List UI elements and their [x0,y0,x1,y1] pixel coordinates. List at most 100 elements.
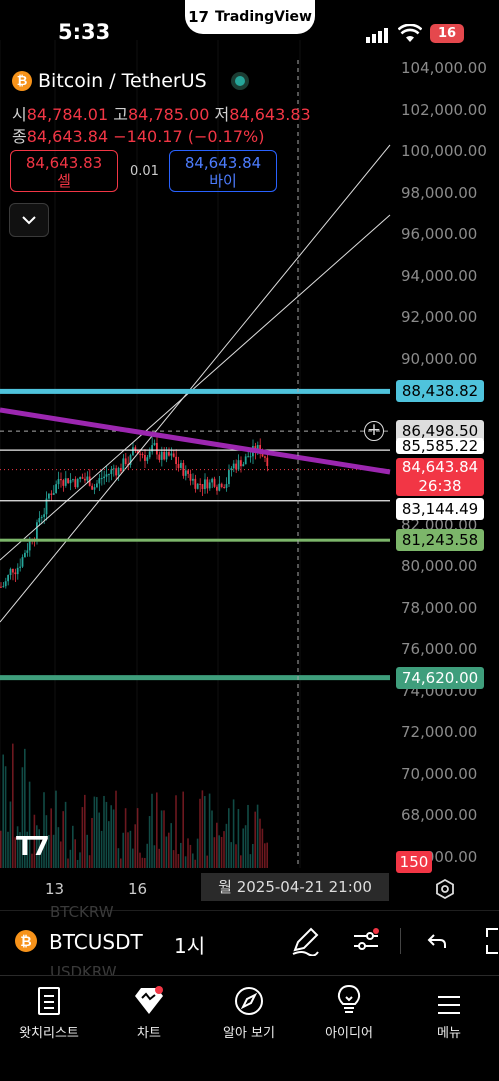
volume-bar [40,850,43,868]
volume-bar [232,799,235,868]
candle-body [175,456,177,465]
volume-bar [45,815,48,868]
symbol-selector[interactable]: ₿ [15,930,37,952]
candle-body [244,456,247,465]
candle-body [127,464,129,466]
price-tick: 70,000.00 [401,764,478,783]
undo-icon[interactable] [427,932,447,954]
sell-button[interactable]: 84,643.83 셀 [10,150,118,192]
candle-body [249,456,252,458]
candle-body [2,586,5,588]
volume-bar [175,795,177,868]
volume-bar [134,824,136,868]
volume-bar [156,792,158,868]
price-tick: 96,000.00 [401,225,478,243]
candlesticks [0,436,269,589]
candle-body [220,483,223,488]
volume-bar [153,845,156,868]
price-tick: 102,000.00 [401,100,487,119]
tab-ideas[interactable]: 아이디어 [304,982,394,1041]
candle-body [62,480,65,486]
candle-body [40,516,43,519]
candle-body [69,479,72,484]
volume-bar [182,791,184,868]
volume-bar [206,855,208,868]
chart-drawings [0,60,391,868]
volume-bars [0,743,268,868]
menu-icon [438,996,460,1014]
candle-body [60,479,62,481]
collapse-button[interactable] [9,203,49,237]
volume-bar [33,814,36,868]
volume-bar [172,850,175,868]
volume-bar [2,754,4,868]
status-time: 5:33 [58,20,111,44]
tab-watchlist[interactable]: 왓치리스트 [4,982,94,1041]
volume-bar [189,844,192,868]
candle-body [235,463,237,470]
candle-body [24,552,26,558]
drawing-tool-icon[interactable] [290,926,320,960]
volume-bar [223,831,225,868]
price-tick: 104,000.00 [401,59,487,77]
candle-body [45,498,48,515]
add-alert-plus-icon[interactable]: + [364,421,384,441]
symbol-title: Bitcoin / TetherUS [38,70,207,92]
chart-grid [0,40,301,868]
volume-bar [14,837,16,868]
buy-button[interactable]: 84,643.84 바이 [169,150,277,192]
tradingview-logo-icon: 17 [188,8,209,26]
tab-chart[interactable]: 차트 [104,982,194,1041]
candle-body [72,479,74,481]
tab-menu[interactable]: 메뉴 [404,982,494,1041]
volume-bar [76,859,79,868]
settings-hex-icon[interactable] [435,878,455,903]
ohlc-line-2: 종84,643.84 −140.17 (−0.17%) [12,123,264,147]
candle-body [103,476,105,479]
candle-body [93,487,96,490]
symbol-header[interactable]: ₿ Bitcoin / TetherUS [12,70,249,92]
candle-body [12,568,14,573]
volume-bar [117,848,120,868]
symbol-name[interactable]: BTCUSDT [49,930,143,954]
candle-body [192,478,194,481]
watchlist-icon [38,987,60,1015]
volume-bar [177,853,180,868]
tradingview-pill: 17 TradingView [185,0,315,34]
tab-label: 아이디어 [325,1026,373,1041]
volume-bar [196,838,199,868]
indicators-icon[interactable] [352,928,380,958]
change-value: −140.17 (−0.17%) [113,127,265,146]
fullscreen-icon[interactable] [484,927,499,959]
volume-bar [144,857,146,868]
candle-body [52,493,55,495]
volume-bar [151,793,153,868]
volume-bar [36,825,38,868]
volume-bar [115,790,117,868]
candle-body [108,474,110,476]
candle-body [141,453,144,455]
candle-body [105,474,108,477]
volume-bar [242,828,244,868]
candle-body [240,460,242,467]
candle-body [172,453,175,457]
volume-bar [129,830,132,868]
symbol-toolbar [0,910,499,973]
candle-body [144,454,146,461]
tradingview-watermark-icon: T7 [16,832,50,862]
volume-bar [160,810,163,868]
bitcoin-logo-icon: ₿ [15,930,37,952]
candle-body [204,479,206,490]
candle-body [232,463,235,469]
low-label: 저 [214,105,230,124]
candle-body [81,477,84,479]
candle-body [230,468,233,471]
wifi-icon [397,23,423,48]
candle-body [0,586,2,588]
candle-body [96,483,98,488]
timeframe-selector[interactable]: 1시 [174,934,206,958]
tab-explore[interactable]: 알아 보기 [204,982,294,1041]
volume-bar [220,836,223,868]
chart-canvas[interactable] [0,0,499,910]
level-label-white-bottom: 83,144.49 [396,498,484,520]
